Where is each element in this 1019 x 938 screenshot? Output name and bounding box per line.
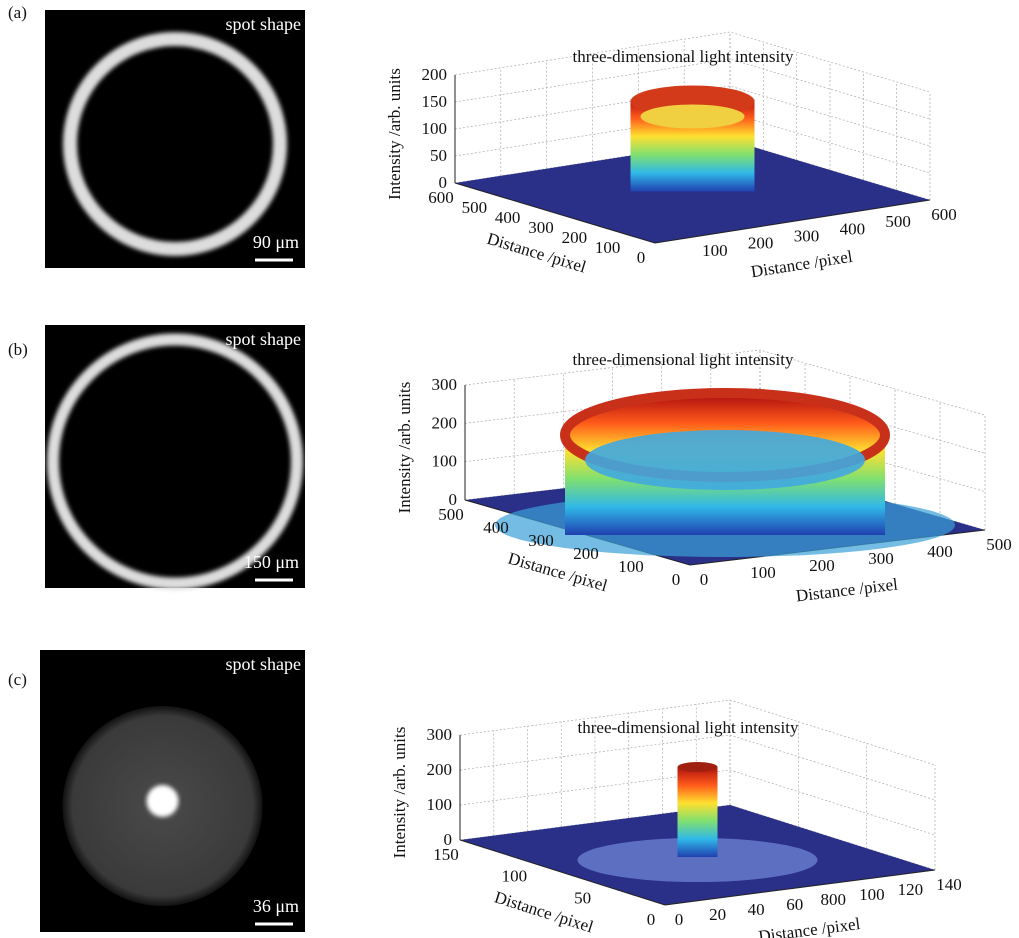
z-tick-label: 100 [422, 119, 448, 138]
right-tick-label: 20 [709, 905, 726, 924]
scale-label: 36 μm [253, 896, 299, 916]
right-tick-label: 300 [868, 549, 894, 568]
scale-label: 90 μm [253, 232, 299, 252]
right-tick-label: 100 [859, 885, 885, 904]
right-tick-label: 0 [700, 570, 709, 589]
surface-inner [585, 430, 865, 490]
right-tick-label: 300 [794, 227, 820, 246]
panel-label: (c) [8, 670, 27, 689]
scale-label: 150 μm [244, 552, 299, 572]
spot-core [146, 785, 179, 817]
right-tick-label: 500 [986, 535, 1012, 554]
left-tick-label: 500 [462, 198, 488, 217]
grid-line [454, 112, 931, 174]
z-axis-label: Intensity /arb. units [390, 727, 409, 859]
right-tick-label: 60 [786, 895, 803, 914]
left-tick-label: 300 [528, 531, 554, 550]
left-tick-label: 300 [528, 218, 554, 237]
right-tick-label: 200 [748, 234, 774, 253]
right-tick-label: 400 [927, 542, 953, 561]
left-tick-label: 0 [637, 248, 646, 267]
z-tick-label: 300 [432, 375, 458, 394]
spot-title: spot shape [226, 654, 302, 674]
left-tick-label: 200 [573, 544, 599, 563]
axis [454, 182, 656, 244]
left-tick-label: 0 [647, 910, 656, 929]
right-axis-label: Distance /pixel [795, 575, 899, 606]
panel-label: (b) [8, 340, 28, 359]
surface-top [677, 762, 718, 772]
left-tick-label: 100 [618, 557, 644, 576]
spot-image [45, 10, 305, 268]
right-tick-label: 500 [885, 212, 911, 231]
left-tick-label: 200 [562, 228, 588, 247]
left-tick-label: 100 [595, 238, 621, 257]
right-tick-label: 140 [936, 875, 962, 894]
right-tick-label: 100 [702, 241, 728, 260]
left-tick-label: 150 [433, 845, 459, 864]
right-axis-label: Distance /pixel [757, 914, 861, 938]
right-tick-label: 100 [750, 563, 776, 582]
z-tick-label: 0 [449, 490, 458, 509]
panel-label: (a) [8, 3, 27, 22]
surface [677, 767, 718, 857]
right-tick-label: 40 [748, 900, 765, 919]
spot-title: spot shape [226, 14, 302, 34]
grid-line [464, 349, 986, 416]
left-tick-label: 100 [502, 867, 528, 886]
z-tick-label: 300 [427, 725, 453, 744]
right-tick-label: 400 [840, 219, 866, 238]
z-tick-label: 200 [432, 413, 458, 432]
z-tick-label: 200 [427, 760, 453, 779]
axis [459, 839, 666, 906]
spot-title: spot shape [226, 329, 302, 349]
z-tick-label: 100 [427, 795, 453, 814]
grid-line [459, 769, 936, 836]
plot-title: three-dimensional light intensity [573, 350, 794, 369]
plot-title: three-dimensional light intensity [573, 47, 794, 66]
z-axis-label: Intensity /arb. units [385, 68, 404, 200]
right-tick-label: 0 [675, 910, 684, 929]
z-tick-label: 0 [444, 830, 453, 849]
left-tick-label: 600 [428, 188, 454, 207]
right-tick-label: 120 [898, 880, 924, 899]
z-axis-label: Intensity /arb. units [395, 382, 414, 514]
left-tick-label: 500 [438, 505, 464, 524]
grid-line [454, 31, 931, 93]
z-tick-label: 0 [439, 173, 448, 192]
z-tick-label: 100 [432, 452, 458, 471]
z-tick-label: 50 [430, 146, 447, 165]
right-tick-label: 800 [821, 890, 847, 909]
surface-base [577, 838, 818, 882]
axis [654, 199, 931, 244]
z-tick-label: 150 [422, 92, 448, 111]
right-tick-label: 600 [931, 205, 957, 224]
spot-ring [63, 32, 287, 256]
spot-ring [47, 333, 303, 590]
right-tick-label: 200 [809, 556, 835, 575]
z-tick-label: 200 [422, 65, 448, 84]
axis [664, 869, 936, 906]
left-tick-label: 0 [672, 570, 681, 589]
left-tick-label: 400 [483, 518, 509, 537]
left-tick-label: 50 [574, 888, 591, 907]
plot-title: three-dimensional light intensity [578, 718, 799, 737]
surface-inner [640, 104, 745, 129]
left-tick-label: 400 [495, 208, 521, 227]
